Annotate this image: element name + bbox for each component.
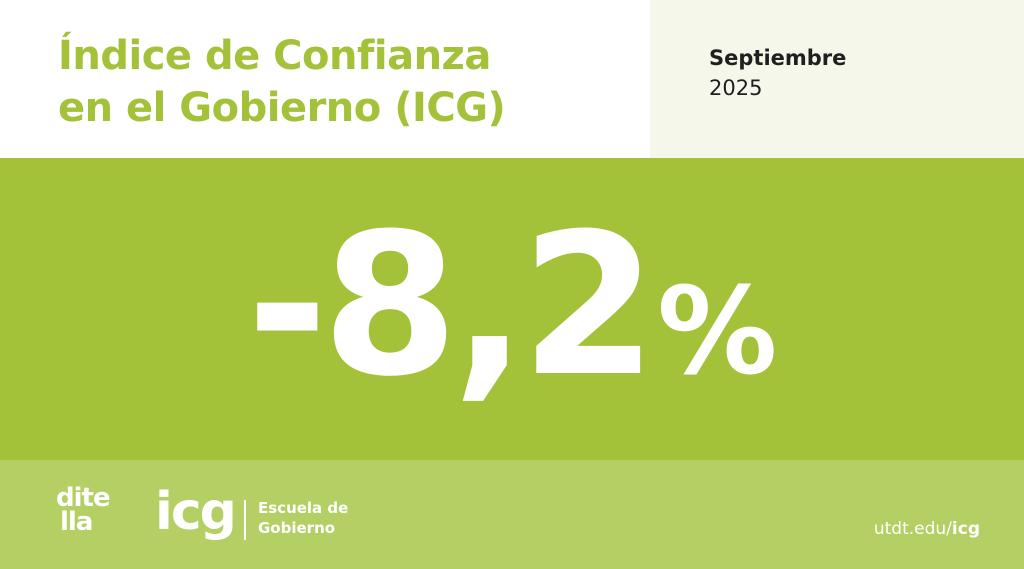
hero-panel: -8,2% [0, 158, 1024, 460]
website-link-suffix: icg [951, 519, 980, 539]
website-link-prefix: utdt.edu/ [873, 519, 952, 539]
footer: dite lla icg Escuela de Gobierno utdt.ed… [0, 460, 1024, 569]
school-name: Escuela de Gobierno [258, 498, 348, 538]
date-panel: Septiembre 2025 [650, 0, 1024, 158]
title-line-1: Índice de Confianza [58, 33, 491, 79]
ditella-logo-line-1: dite [56, 483, 111, 513]
school-name-line-2: Gobierno [258, 519, 336, 537]
ditella-logo: dite lla [56, 483, 120, 544]
website-link[interactable]: utdt.edu/icg [874, 518, 980, 540]
title-panel: Índice de Confianza en el Gobierno (ICG) [0, 0, 650, 158]
date-month: Septiembre [709, 46, 847, 70]
school-name-line-1: Escuela de [258, 499, 349, 517]
index-value: -8,2% [0, 196, 1024, 478]
index-value-unit: % [657, 263, 778, 402]
header: Índice de Confianza en el Gobierno (ICG)… [0, 0, 1024, 158]
logo-divider [244, 500, 246, 540]
title-line-2: en el Gobierno (ICG) [58, 85, 506, 131]
date-year: 2025 [709, 76, 763, 100]
page-title: Índice de Confianza en el Gobierno (ICG) [58, 30, 506, 134]
index-value-number: -8,2 [246, 192, 658, 420]
icg-logo: icg [155, 482, 237, 542]
ditella-logo-line-2: lla [60, 507, 93, 537]
